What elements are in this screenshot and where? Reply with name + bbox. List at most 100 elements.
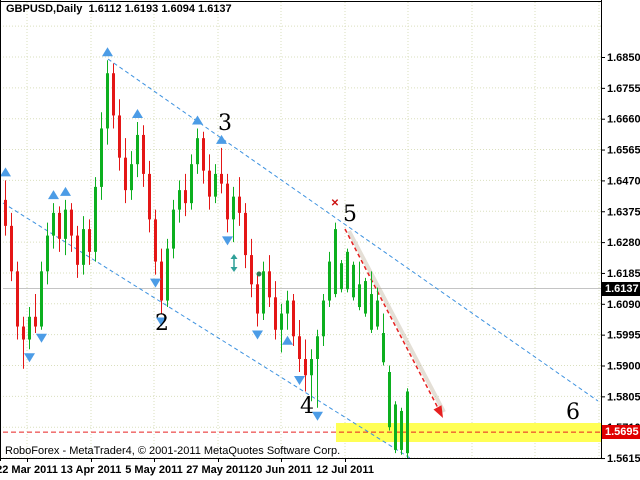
candle-body (64, 209, 67, 239)
candle-body (406, 391, 409, 454)
candle-body (388, 371, 391, 428)
dot-marker (256, 271, 262, 277)
channel-upper-line (107, 58, 599, 402)
candle-body (238, 196, 241, 213)
price-axis-label: 1.6660 (607, 114, 640, 126)
candle-body (130, 164, 133, 191)
candle-body (244, 212, 247, 256)
candle-body (22, 326, 25, 340)
candle-body (154, 219, 157, 262)
price-axis-label: 1.6470 (607, 175, 640, 187)
candle-body (106, 73, 109, 129)
time-axis-label: 20 Jun 2011 (250, 464, 312, 476)
candle-body (352, 264, 355, 298)
candle-body (160, 261, 163, 301)
candle-body (142, 134, 145, 174)
time-axis-label: 12 Jul 2011 (316, 464, 374, 476)
candle-body (298, 336, 301, 360)
price-axis-label: 1.5615 (607, 453, 640, 465)
price-axis-label: 1.6850 (607, 52, 640, 64)
candle-body (292, 300, 295, 337)
signal-up-icon (282, 335, 293, 345)
price-axis-label: 1.5900 (607, 361, 640, 373)
fractal-down-icon (294, 375, 305, 385)
candle-body (280, 313, 283, 330)
candle-body (250, 255, 253, 285)
candle-body (94, 186, 97, 252)
copyright-text: RoboForex - MetaTrader4, © 2001-2011 Met… (5, 445, 341, 457)
candle-body (166, 248, 169, 301)
wave-number-label: 6 (566, 400, 580, 425)
candle-body (82, 229, 85, 265)
current-price-tag: 1.6137 (602, 281, 640, 296)
trend-arrow-line (344, 228, 439, 409)
price-axis-label: 1.6375 (607, 206, 640, 218)
fractal-up-icon (60, 186, 71, 196)
price-axis-label: 1.6280 (607, 237, 640, 249)
candle-body (40, 271, 43, 327)
fractal-up-icon (192, 115, 203, 125)
candle-body (370, 294, 373, 330)
reject-cross-icon: ✕ (331, 198, 339, 209)
candle-body (4, 199, 7, 226)
candle-body (304, 359, 307, 376)
candle-body (256, 284, 259, 314)
candle-body (286, 300, 289, 314)
candle-body (400, 410, 403, 450)
candle-body (196, 138, 199, 165)
trend-arrow-shadow (347, 230, 446, 413)
candle-body (232, 196, 235, 220)
candle-body (58, 212, 61, 239)
fractal-down-icon (24, 353, 35, 363)
candle-body (268, 271, 271, 298)
fractal-down-icon (252, 330, 263, 340)
candle-body (52, 212, 55, 236)
candle-body (172, 209, 175, 249)
fractal-up-icon (216, 134, 227, 144)
target-price-tag: 1.5695 (602, 425, 640, 440)
fractal-up-icon (102, 47, 113, 57)
chart-symbol-title: GBPUSD,Daily 1.6112 1.6193 1.6094 1.6137 (6, 3, 232, 15)
candle-body (148, 173, 151, 220)
wave-number-label: 5 (343, 202, 357, 227)
candle-body (316, 336, 319, 360)
candle-body (226, 183, 229, 220)
candle-body (178, 190, 181, 210)
candle-body (112, 73, 115, 116)
candle-body (136, 134, 139, 165)
fractal-down-icon (222, 236, 233, 246)
flip-marker-icon (230, 254, 238, 259)
candle-body (100, 128, 103, 187)
candle-body (16, 271, 19, 327)
flip-marker-icon (230, 267, 238, 272)
candle-body (124, 157, 127, 191)
candle-body (184, 190, 187, 204)
time-axis-label: 13 Apr 2011 (61, 464, 122, 476)
candle-body (190, 164, 193, 204)
candle-body (208, 170, 211, 197)
price-axis-label: 1.6565 (607, 145, 640, 157)
candle-body (88, 229, 91, 252)
candle-body (34, 316, 37, 327)
candle-body (334, 229, 337, 295)
candle-body (322, 300, 325, 337)
fractal-down-icon (312, 411, 323, 421)
fractal-up-icon (132, 108, 143, 118)
price-axis-label: 1.6755 (607, 83, 640, 95)
candle-body (340, 263, 343, 290)
candle-body (328, 261, 331, 301)
fractal-up-icon (48, 190, 59, 200)
candle-body (76, 235, 79, 265)
candle-body (214, 173, 217, 197)
candle-body (10, 225, 13, 272)
candle-body (220, 173, 223, 184)
candle-body (262, 271, 265, 314)
price-axis-label: 1.5995 (607, 330, 640, 342)
candle-body (358, 284, 361, 308)
wave-number-label: 3 (218, 111, 232, 136)
candle-body (364, 281, 367, 314)
channel-lower-line (2, 202, 411, 459)
candle-body (310, 359, 313, 376)
